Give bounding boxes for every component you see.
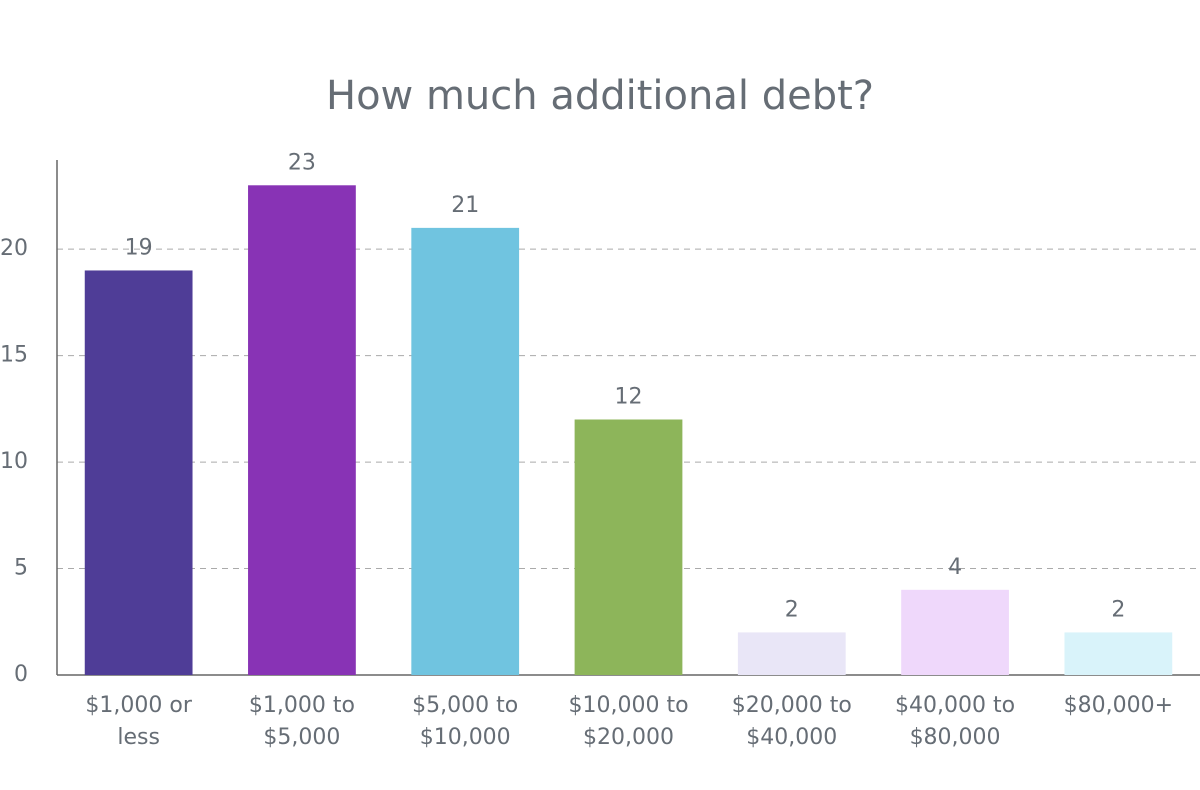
value-label: 23 [288, 150, 316, 175]
value-label: 12 [615, 385, 643, 410]
value-label: 21 [451, 193, 479, 218]
x-tick-label: $1,000 or less [85, 693, 192, 750]
bar [1064, 632, 1173, 675]
bar [248, 185, 356, 675]
x-tick-label: $40,000 to $80,000 [895, 693, 1016, 750]
x-tick-label: $80,000+ [1063, 693, 1174, 718]
y-tick-label: 5 [14, 556, 28, 581]
y-tick-label: 10 [0, 449, 28, 474]
value-label: 2 [1111, 597, 1125, 622]
bar [737, 632, 846, 675]
x-tick-label: $1,000 to $5,000 [248, 693, 355, 750]
x-tick-label: $10,000 to $20,000 [568, 693, 689, 750]
y-tick-label: 0 [14, 662, 28, 687]
y-tick-label: 20 [0, 236, 28, 261]
bar [574, 419, 683, 675]
value-label: 4 [948, 555, 962, 580]
bar [84, 270, 193, 675]
x-tick-label: $5,000 to $10,000 [412, 693, 519, 750]
x-tick-label: $20,000 to $40,000 [731, 693, 852, 750]
y-tick-label: 15 [0, 343, 28, 368]
value-label: 2 [785, 597, 799, 622]
value-label: 19 [125, 235, 153, 260]
bar [901, 589, 1009, 675]
bar [411, 227, 520, 675]
chart-title: How much additional debt? [326, 73, 874, 119]
